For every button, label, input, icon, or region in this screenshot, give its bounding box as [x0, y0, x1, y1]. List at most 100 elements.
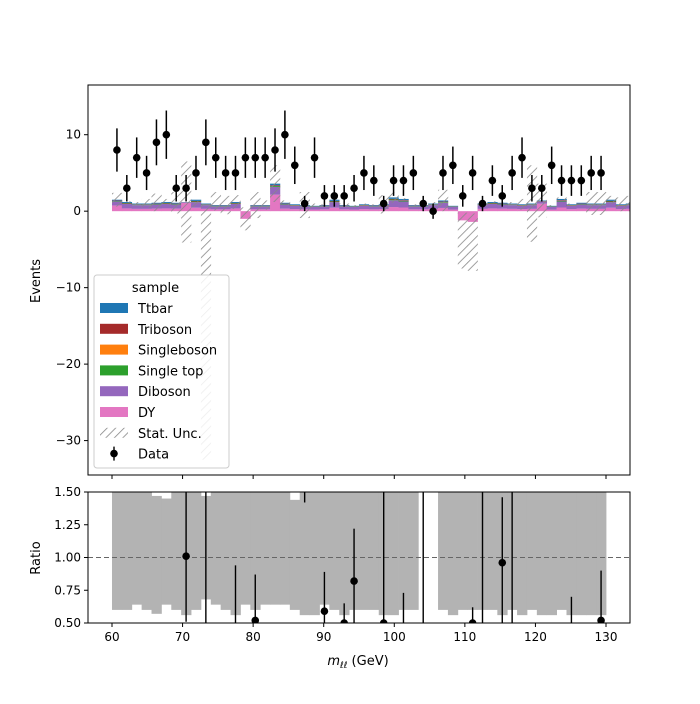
bar-diboson — [359, 206, 369, 209]
bar-ttbar — [576, 203, 586, 204]
stat-unc-band — [636, 188, 646, 196]
stat-unc-band — [221, 196, 231, 214]
legend-label: DY — [138, 406, 155, 421]
legend-label: Singleboson — [138, 344, 217, 359]
ratio-ytick-label: 1.25 — [54, 518, 81, 532]
xtick-label: 90 — [316, 630, 331, 644]
bar-dy — [142, 209, 152, 211]
xtick-label: 110 — [453, 630, 476, 644]
ratio-point — [350, 577, 358, 585]
bar-triboson — [399, 200, 409, 201]
data-point — [419, 200, 427, 208]
ratio-unc-band — [221, 492, 231, 610]
ratio-unc-band — [408, 492, 418, 610]
ratio-unc-band — [369, 492, 379, 610]
bar-diboson — [547, 207, 557, 210]
ratio-unc-band — [438, 492, 448, 610]
bar-diboson — [290, 206, 300, 209]
stat-unc-band — [349, 205, 359, 207]
xtick-label: 120 — [524, 630, 547, 644]
ratio-unc-band — [310, 492, 320, 615]
legend-label: Single top — [138, 364, 203, 379]
stat-unc-band — [438, 190, 448, 211]
xlabel-sub: ℓℓ — [339, 661, 347, 671]
stat-unc-band — [448, 207, 458, 208]
bar-dy — [408, 209, 418, 211]
bar-dy — [161, 208, 171, 211]
stat-unc-band — [547, 205, 557, 207]
data-point — [508, 169, 516, 177]
ratio-ytick-label: 0.50 — [54, 616, 81, 630]
bar-ttbar — [290, 204, 300, 205]
bar-diboson — [487, 204, 497, 208]
bar-dy — [310, 210, 320, 212]
legend-swatch — [100, 407, 128, 417]
stat-unc-band — [112, 193, 122, 207]
bar-ttbar — [191, 200, 201, 201]
stat-unc-band — [260, 200, 270, 209]
stat-unc-band — [557, 197, 567, 200]
bar-diboson — [122, 204, 132, 208]
data-point — [271, 146, 279, 154]
bar-dy — [369, 209, 379, 211]
stat-unc-band — [606, 196, 616, 204]
stat-unc-band — [161, 199, 171, 205]
bar-dy — [191, 208, 201, 211]
bar-dy — [399, 208, 409, 212]
bar-single-top — [557, 201, 567, 202]
stat-unc-band — [280, 200, 290, 205]
bar-single-top — [487, 203, 497, 204]
ratio-unc-band — [566, 492, 576, 615]
ratio-unc-band — [152, 496, 162, 614]
ratio-unc-band — [290, 500, 300, 610]
ratio-unc-band — [171, 492, 181, 610]
xtick-label: 130 — [595, 630, 618, 644]
bar-dy — [319, 209, 329, 211]
data-point — [528, 184, 536, 192]
stat-unc-band — [616, 197, 626, 211]
ratio-ytick-label: 1.00 — [54, 551, 81, 565]
bar-dy — [290, 209, 300, 211]
bar-diboson — [319, 206, 329, 209]
data-point — [587, 169, 595, 177]
ratio-unc-band — [339, 492, 349, 615]
bar-single-top — [399, 201, 409, 202]
data-point — [330, 192, 338, 200]
stat-unc-band — [132, 202, 142, 205]
data-point — [518, 154, 526, 162]
data-point — [311, 154, 319, 162]
stat-unc-band — [211, 192, 221, 210]
bar-single-top — [122, 203, 132, 204]
bar-dy — [606, 208, 616, 211]
stat-unc-band — [152, 194, 162, 212]
legend-swatch — [100, 428, 128, 438]
data-point — [321, 192, 329, 200]
legend-label: Triboson — [137, 323, 192, 338]
data-point — [232, 169, 240, 177]
data-point — [242, 154, 250, 162]
ratio-unc-band — [211, 492, 221, 605]
ratio-unc-band — [487, 492, 497, 610]
data-point — [370, 177, 378, 185]
stat-unc-band — [507, 202, 517, 205]
ratio-unc-band — [517, 492, 527, 615]
bar-dy — [349, 210, 359, 212]
bar-diboson — [132, 205, 142, 209]
ratio-point — [321, 607, 329, 615]
ratio-unc-band — [468, 492, 478, 610]
bar-single-top — [636, 194, 646, 195]
data-point — [439, 169, 447, 177]
stat-unc-band — [369, 204, 379, 206]
bar-dy — [576, 209, 586, 212]
data-point — [212, 154, 220, 162]
ytick-label: 10 — [66, 128, 81, 142]
ratio-unc-band — [389, 492, 399, 615]
ratio-unc-band — [557, 492, 567, 610]
ratio-unc-band — [399, 492, 409, 610]
ratio-unc-band — [122, 492, 132, 610]
data-point — [301, 200, 309, 208]
legend-title: sample — [132, 281, 179, 296]
data-point — [578, 177, 586, 185]
stat-unc-band — [191, 201, 201, 207]
